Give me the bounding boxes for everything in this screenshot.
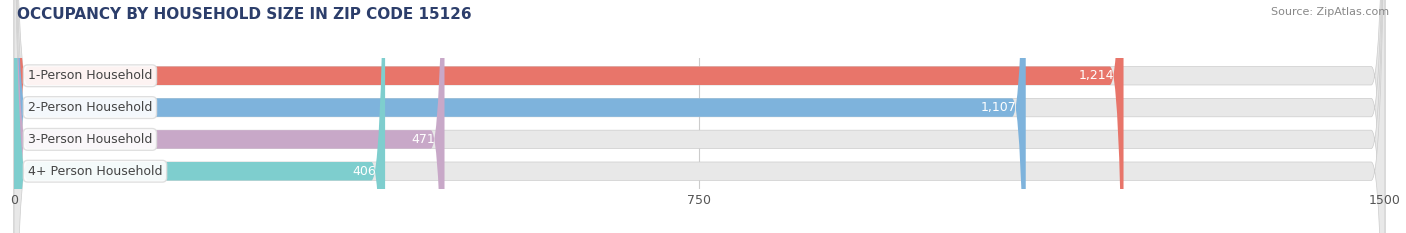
Text: Source: ZipAtlas.com: Source: ZipAtlas.com — [1271, 7, 1389, 17]
FancyBboxPatch shape — [14, 0, 1123, 233]
FancyBboxPatch shape — [14, 0, 1026, 233]
FancyBboxPatch shape — [14, 0, 1385, 233]
Text: OCCUPANCY BY HOUSEHOLD SIZE IN ZIP CODE 15126: OCCUPANCY BY HOUSEHOLD SIZE IN ZIP CODE … — [17, 7, 471, 22]
FancyBboxPatch shape — [14, 0, 1385, 233]
Text: 1,107: 1,107 — [981, 101, 1017, 114]
Text: 471: 471 — [412, 133, 436, 146]
FancyBboxPatch shape — [14, 0, 444, 233]
FancyBboxPatch shape — [14, 0, 1385, 233]
FancyBboxPatch shape — [14, 0, 385, 233]
Text: 1-Person Household: 1-Person Household — [28, 69, 152, 82]
Text: 1,214: 1,214 — [1078, 69, 1115, 82]
FancyBboxPatch shape — [14, 0, 1385, 233]
Text: 3-Person Household: 3-Person Household — [28, 133, 152, 146]
Text: 4+ Person Household: 4+ Person Household — [28, 165, 162, 178]
Text: 2-Person Household: 2-Person Household — [28, 101, 152, 114]
Text: 406: 406 — [353, 165, 375, 178]
